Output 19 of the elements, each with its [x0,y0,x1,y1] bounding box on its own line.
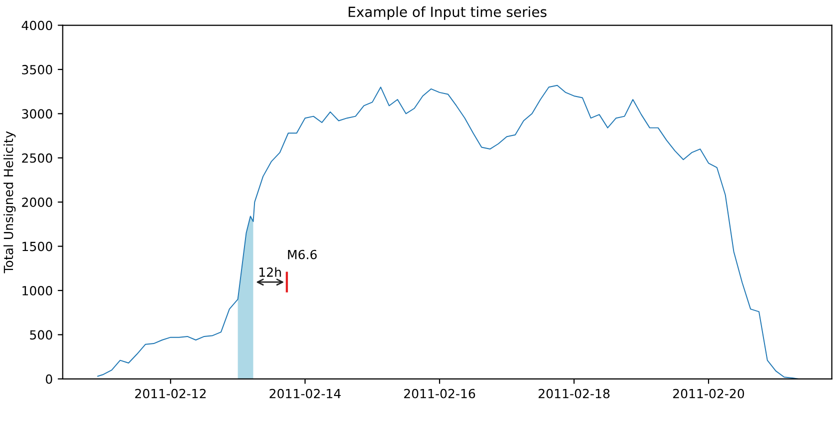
y-tick-label: 1000 [22,286,52,296]
x-tick-label: 2011-02-14 [270,388,341,398]
y-tick-label: 4000 [22,20,52,30]
y-axis-title: Total Unsigned Helicity [4,131,16,274]
y-tick-label: 3000 [22,109,52,119]
x-tick-label: 2011-02-16 [404,388,476,398]
y-tick-label: 3500 [22,64,52,74]
annotation: 12h [260,267,281,277]
line-series [97,84,799,379]
chart-title: Example of Input time series [348,6,546,20]
annotation: M6.6 [288,250,317,260]
x-tick-label: 2011-02-20 [673,388,744,398]
x-tick-label: 2011-02-12 [135,388,206,398]
y-tick-label: 2500 [22,153,52,163]
y-tick-label: 500 [30,330,52,340]
y-tick-label: 2000 [22,198,52,208]
x-tick-label: 2011-02-18 [538,388,610,398]
y-tick-label: 1500 [22,242,52,252]
y-tick-label: 0 [46,374,52,384]
